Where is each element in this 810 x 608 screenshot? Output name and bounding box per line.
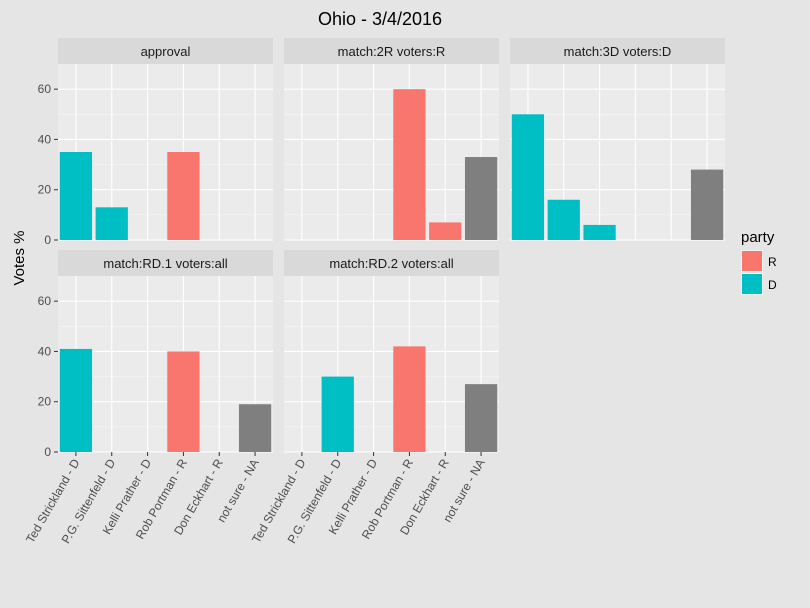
y-tick-label: 60 xyxy=(38,294,52,308)
bar-don-eckhart-r xyxy=(429,222,462,240)
facet-strip xyxy=(58,38,273,64)
bar-rob-portman-r xyxy=(167,351,200,452)
legend-title: party xyxy=(741,229,775,246)
panel-background xyxy=(58,64,273,240)
bar-p-g-sittenfeld-d xyxy=(547,199,580,240)
facet-strip-label: match:3D voters:D xyxy=(564,44,672,59)
panel-background xyxy=(284,64,499,240)
bar-ted-strickland-d xyxy=(59,348,93,452)
facet-strip xyxy=(58,250,273,276)
facet-strip-label: approval xyxy=(141,44,191,59)
y-tick-label: 20 xyxy=(38,395,52,409)
facet-panel: match:RD.2 voters:all xyxy=(284,250,499,453)
facet-panel: match:3D voters:D xyxy=(510,38,725,241)
legend: party RD xyxy=(741,229,777,295)
bar-not-sure-na xyxy=(690,169,724,240)
legend-label: R xyxy=(768,255,777,269)
legend-label: D xyxy=(768,278,777,292)
bar-rob-portman-r xyxy=(167,152,200,240)
y-tick-label: 0 xyxy=(44,445,51,459)
bar-rob-portman-r xyxy=(393,346,426,452)
legend-key-d xyxy=(742,274,762,294)
y-tick-label: 40 xyxy=(38,132,52,146)
panel-background xyxy=(284,276,499,452)
bar-p-g-sittenfeld-d xyxy=(321,376,354,452)
facet-strip-label: match:RD.2 voters:all xyxy=(329,256,453,271)
bar-p-g-sittenfeld-d xyxy=(95,207,128,240)
bar-not-sure-na xyxy=(238,404,272,452)
bar-not-sure-na xyxy=(464,157,498,240)
y-tick-label: 40 xyxy=(38,344,52,358)
bar-kelli-prather-d xyxy=(583,224,616,240)
facet-strip-label: match:RD.1 voters:all xyxy=(103,256,227,271)
legend-key-r xyxy=(742,251,762,271)
facet-strip xyxy=(284,38,499,64)
panel-background xyxy=(58,276,273,452)
y-tick-label: 20 xyxy=(38,183,52,197)
facet-strip xyxy=(510,38,725,64)
facet-panel: approval 0 20 40 60 xyxy=(38,38,273,247)
bar-rob-portman-r xyxy=(393,89,426,241)
bar-ted-strickland-d xyxy=(511,114,545,240)
facet-panel: match:RD.1 voters:all 0 20 40 60 xyxy=(38,250,273,459)
facet-panels: approval 0 20 40 60 match:2R voters:R match:3D… xyxy=(38,38,725,459)
y-tick-label: 0 xyxy=(44,233,51,247)
bar-not-sure-na xyxy=(464,384,498,452)
facet-panel: match:2R voters:R xyxy=(284,38,499,241)
facet-strip xyxy=(284,250,499,276)
chart-title: Ohio - 3/4/2016 xyxy=(318,9,442,29)
facet-strip-label: match:2R voters:R xyxy=(338,44,446,59)
bar-ted-strickland-d xyxy=(59,152,93,240)
y-axis-title: Votes % xyxy=(11,230,28,285)
y-tick-label: 60 xyxy=(38,82,52,96)
panel-background xyxy=(510,64,725,240)
